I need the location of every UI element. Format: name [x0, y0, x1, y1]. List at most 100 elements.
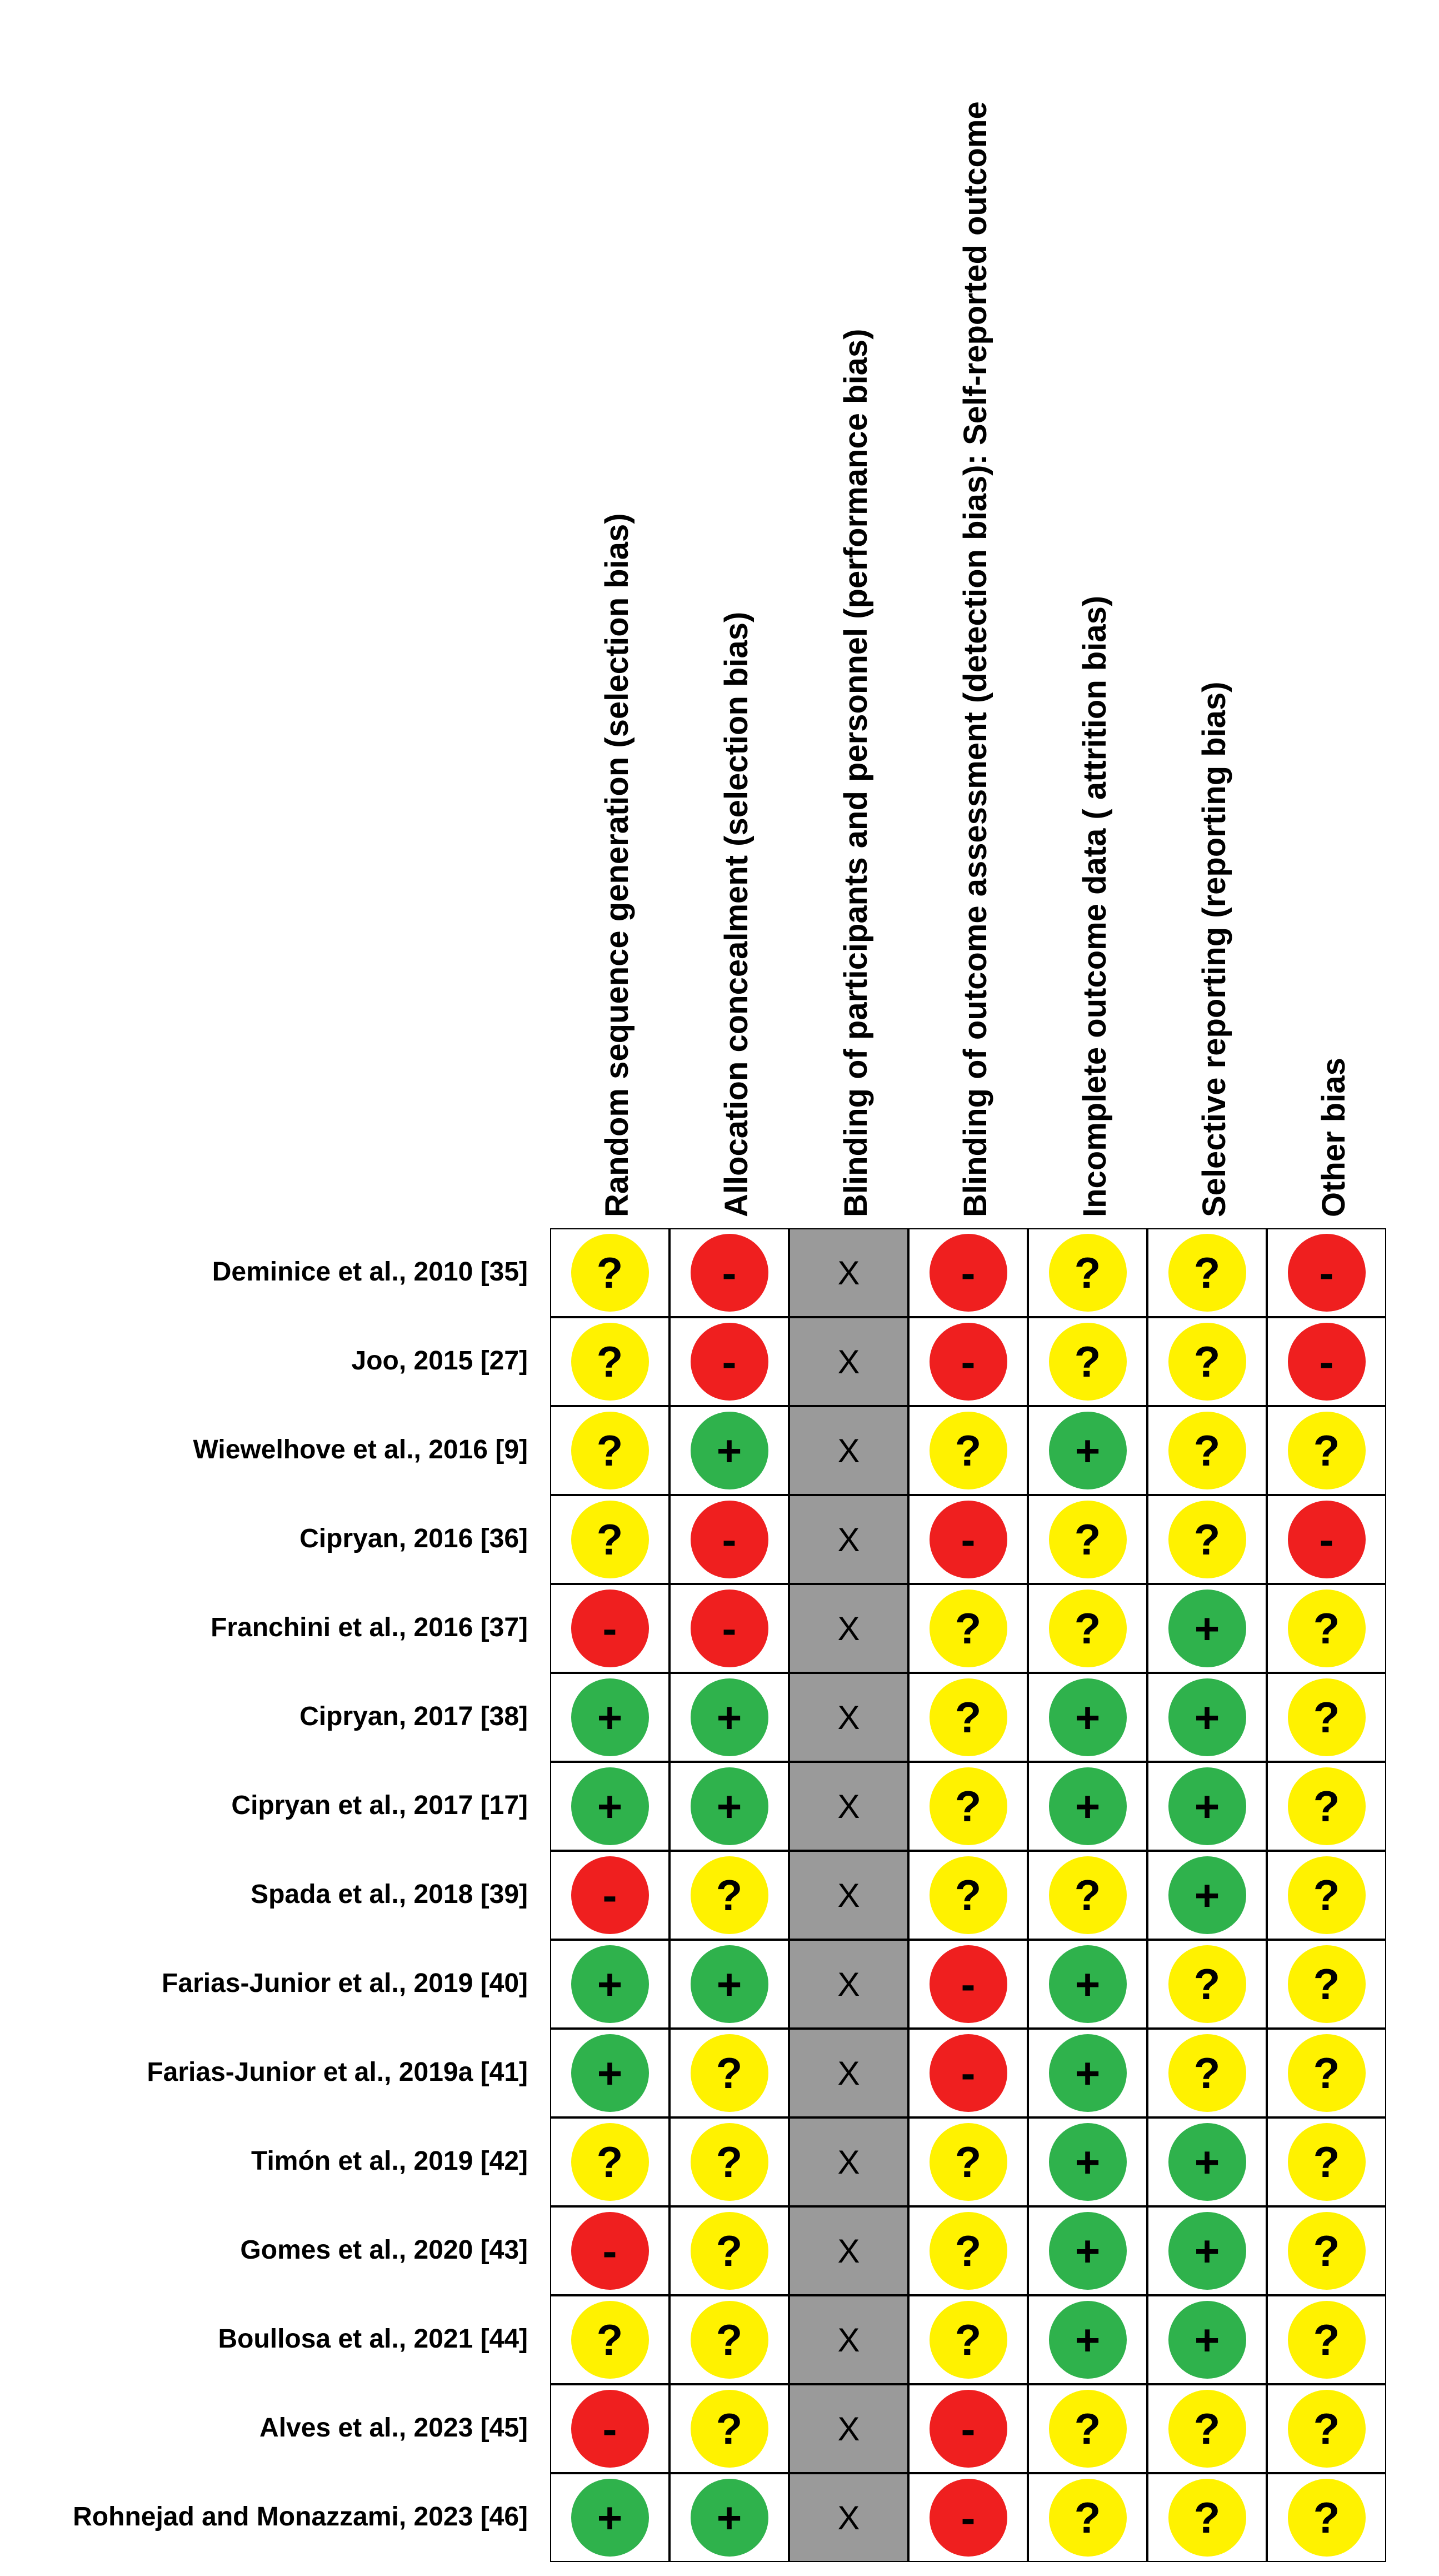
risk-symbol: - — [1320, 1514, 1334, 1565]
risk-circle: - — [930, 1501, 1007, 1578]
risk-cell: - — [550, 2384, 669, 2473]
risk-circle: ? — [571, 2123, 649, 2201]
na-icon: X — [837, 1698, 860, 1737]
risk-circle: - — [930, 2034, 1007, 2112]
risk-circle: ? — [930, 2301, 1007, 2379]
risk-circle: + — [691, 1767, 768, 1845]
risk-circle: ? — [571, 1234, 649, 1312]
risk-cell: + — [1028, 1406, 1147, 1495]
risk-symbol: ? — [1194, 1959, 1221, 2010]
risk-cell: + — [669, 1762, 789, 1851]
risk-circle: ? — [1168, 1323, 1246, 1401]
risk-symbol: ? — [1313, 2493, 1340, 2543]
risk-symbol: + — [1195, 1870, 1220, 1921]
risk-cell: ? — [1267, 1673, 1386, 1762]
na-icon: X — [837, 1432, 860, 1470]
risk-circle: ? — [1168, 2034, 1246, 2112]
risk-symbol: ? — [716, 2226, 743, 2276]
risk-symbol: - — [961, 2493, 976, 2543]
risk-circle: ? — [1049, 1501, 1127, 1578]
risk-symbol: ? — [1313, 1959, 1340, 2010]
risk-cell: + — [669, 1673, 789, 1762]
risk-symbol: ? — [1075, 1514, 1101, 1565]
risk-circle: + — [1168, 1856, 1246, 1934]
risk-cell: + — [1028, 1940, 1147, 2029]
risk-symbol: + — [1195, 1781, 1220, 1832]
na-icon: X — [837, 1254, 860, 1292]
risk-symbol: - — [961, 1248, 976, 1298]
risk-symbol: + — [1195, 1692, 1220, 1743]
risk-circle: - — [930, 1945, 1007, 2023]
risk-circle: ? — [571, 1412, 649, 1489]
risk-circle: + — [1168, 1590, 1246, 1667]
risk-cell: ? — [908, 1584, 1028, 1673]
risk-circle: + — [691, 1945, 768, 2023]
risk-cell: - — [1267, 1317, 1386, 1406]
risk-cell: + — [1147, 1762, 1267, 1851]
risk-cell: + — [1028, 1673, 1147, 1762]
row-label: Rohnejad and Monazzami, 2023 [46] — [0, 2502, 528, 2532]
risk-symbol: ? — [1194, 1514, 1221, 1565]
risk-circle: ? — [1288, 2301, 1366, 2379]
risk-symbol: - — [603, 1870, 617, 1921]
risk-circle: + — [1049, 1678, 1127, 1756]
row-label: Boullosa et al., 2021 [44] — [0, 2324, 528, 2354]
risk-symbol: ? — [1313, 2226, 1340, 2276]
risk-cell: + — [669, 2473, 789, 2562]
row-label: Timón et al., 2019 [42] — [0, 2146, 528, 2176]
risk-cell: ? — [1267, 2029, 1386, 2117]
risk-cell: ? — [1267, 1584, 1386, 1673]
risk-cell: ? — [1028, 2473, 1147, 2562]
risk-cell: ? — [1147, 2473, 1267, 2562]
risk-symbol: + — [1075, 2315, 1101, 2365]
risk-symbol: ? — [1194, 2493, 1221, 2543]
risk-circle: - — [691, 1501, 768, 1578]
risk-circle: - — [930, 1234, 1007, 1312]
risk-cell: ? — [908, 1406, 1028, 1495]
risk-cell: + — [550, 2473, 669, 2562]
risk-cell: - — [669, 1228, 789, 1317]
risk-cell: ? — [908, 1762, 1028, 1851]
risk-cell: ? — [908, 1851, 1028, 1940]
risk-cell: ? — [1028, 1317, 1147, 1406]
risk-symbol: ? — [1194, 1337, 1221, 1387]
risk-circle: + — [571, 2034, 649, 2112]
risk-symbol: - — [961, 1337, 976, 1387]
row-label: Deminice et al., 2010 [35] — [0, 1257, 528, 1287]
risk-circle: ? — [930, 1412, 1007, 1489]
risk-cell: X — [789, 2029, 908, 2117]
risk-circle: + — [1049, 1945, 1127, 2023]
risk-symbol: ? — [597, 2137, 623, 2188]
risk-symbol: - — [603, 1603, 617, 1654]
row-label: Cipryan, 2017 [38] — [0, 1701, 528, 1732]
risk-symbol: ? — [1075, 1337, 1101, 1387]
na-icon: X — [837, 1965, 860, 2004]
risk-circle: ? — [571, 2301, 649, 2379]
risk-symbol: - — [961, 2048, 976, 2099]
risk-circle: - — [571, 2390, 649, 2468]
na-icon: X — [837, 1876, 860, 1915]
risk-symbol: - — [722, 1514, 737, 1565]
risk-symbol: ? — [955, 1603, 982, 1654]
risk-circle: ? — [1049, 1856, 1127, 1934]
risk-circle: ? — [1288, 1767, 1366, 1845]
risk-circle: ? — [930, 1767, 1007, 1845]
na-icon: X — [837, 2410, 860, 2448]
risk-symbol: ? — [716, 2404, 743, 2454]
risk-circle: ? — [571, 1501, 649, 1578]
risk-cell: X — [789, 2473, 908, 2562]
risk-circle: + — [1049, 1412, 1127, 1489]
risk-symbol: + — [1075, 2226, 1101, 2276]
risk-symbol: - — [961, 1514, 976, 1565]
risk-symbol: ? — [597, 1514, 623, 1565]
risk-circle: ? — [1288, 2034, 1366, 2112]
risk-circle: ? — [691, 2390, 768, 2468]
na-icon: X — [837, 1343, 860, 1381]
risk-cell: - — [908, 1495, 1028, 1584]
risk-symbol: + — [1075, 1781, 1101, 1832]
risk-cell: - — [669, 1584, 789, 1673]
risk-circle: ? — [691, 2301, 768, 2379]
risk-symbol: + — [717, 1959, 742, 2010]
risk-cell: ? — [1147, 1406, 1267, 1495]
risk-cell: X — [789, 1228, 908, 1317]
